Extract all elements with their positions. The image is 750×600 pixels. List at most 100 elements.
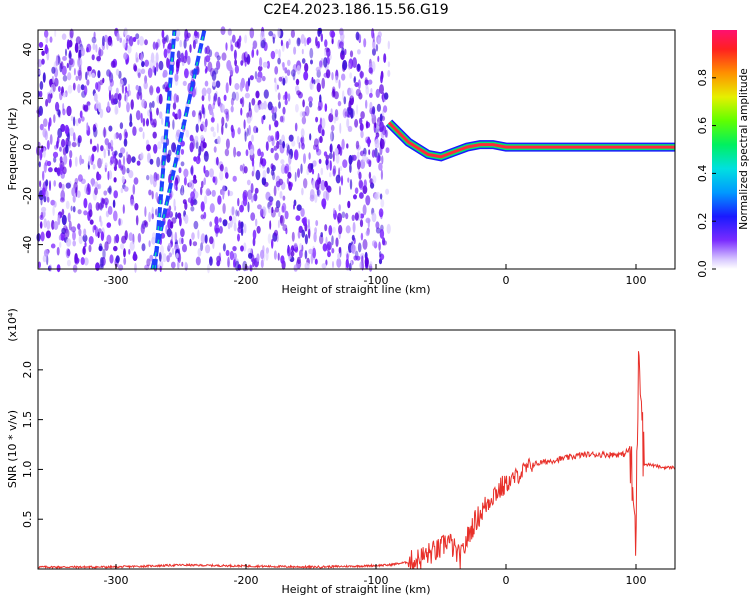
spectral-point: [221, 124, 224, 136]
spectral-point: [180, 228, 185, 238]
spectral-point: [209, 256, 213, 266]
spectral-point: [259, 30, 265, 40]
spectral-point: [52, 76, 55, 84]
colorbar-ticks: 0.0 0.2 0.4 0.6 0.8: [696, 69, 716, 278]
spectral-point: [86, 79, 90, 86]
spectral-point: [371, 212, 377, 223]
spectral-point: [249, 27, 255, 39]
spectral-point: [223, 94, 227, 102]
spectral-point: [62, 75, 68, 82]
spectral-point: [74, 42, 79, 54]
spectral-point: [92, 43, 96, 51]
spectral-point: [217, 96, 221, 107]
spectral-point: [301, 229, 306, 238]
spectral-point: [381, 155, 384, 165]
spectral-point: [97, 157, 102, 169]
spectral-point: [118, 152, 123, 158]
spectral-point: [279, 115, 284, 123]
spectral-point: [257, 65, 263, 72]
spectral-point: [72, 82, 76, 91]
spectral-point: [325, 190, 330, 201]
spectral-point: [148, 189, 152, 196]
spectral-point: [156, 86, 161, 94]
spectral-point: [203, 150, 209, 162]
spectral-point: [255, 169, 261, 181]
spectral-point: [161, 29, 165, 39]
spectral-point: [176, 50, 181, 59]
spectral-point: [171, 247, 175, 255]
spectral-point: [151, 213, 154, 220]
spectral-point: [121, 235, 127, 244]
spectrogram-y-ticks: -40 -20 0 20 40: [21, 43, 43, 254]
spectral-point: [53, 114, 56, 124]
spectral-point: [239, 204, 244, 213]
spectral-point: [338, 79, 341, 89]
spectral-point: [294, 171, 297, 182]
spectral-point: [86, 43, 92, 53]
spectral-point: [387, 70, 391, 77]
spectral-point: [152, 131, 157, 139]
spectral-point: [385, 147, 390, 154]
spectral-point: [66, 105, 72, 117]
spectral-point: [149, 102, 153, 109]
colorbar: 0.0 0.2 0.4 0.6 0.8 Normalized spectral ampl…: [696, 30, 750, 278]
spectral-point: [45, 99, 49, 107]
spectral-point: [158, 93, 163, 105]
spectral-point: [96, 56, 101, 62]
spectral-point: [40, 198, 43, 206]
spectral-point: [171, 142, 177, 153]
spectral-point: [39, 180, 42, 188]
spectral-point: [77, 223, 81, 230]
spectral-point: [103, 190, 108, 196]
spectral-point: [315, 220, 319, 227]
spectral-point: [369, 92, 373, 98]
spectral-point: [235, 209, 238, 217]
spectral-point: [195, 256, 201, 266]
spectral-point: [213, 146, 217, 153]
spectral-point: [350, 243, 356, 254]
spectral-point: [251, 258, 256, 264]
spectral-point: [174, 73, 179, 82]
spectral-point: [75, 75, 79, 82]
spectral-point: [122, 39, 127, 49]
spectral-point: [231, 215, 237, 224]
spectral-point: [246, 127, 249, 137]
spectral-point: [285, 41, 289, 49]
spectral-point: [114, 150, 118, 156]
spectral-point: [227, 189, 230, 197]
spectral-point: [273, 250, 277, 260]
spectral-point: [383, 105, 388, 113]
spectral-point: [128, 232, 133, 242]
spectral-point: [42, 254, 47, 263]
spectral-point: [317, 105, 322, 111]
spectral-point: [204, 47, 208, 54]
spectral-point: [216, 60, 221, 70]
spectral-point: [210, 126, 215, 132]
spectral-point: [50, 243, 56, 249]
spectral-point: [43, 162, 47, 173]
spectral-point: [311, 76, 314, 84]
spectral-point: [191, 110, 196, 118]
spectral-point: [142, 117, 146, 127]
spectral-point: [232, 252, 237, 260]
spectral-point: [80, 47, 85, 57]
spectral-point: [338, 247, 341, 254]
spectral-point: [69, 150, 73, 159]
spectral-point: [82, 234, 88, 243]
spectral-point: [67, 212, 71, 223]
spectral-point: [312, 247, 317, 259]
spectral-point: [93, 224, 97, 231]
spectral-point: [256, 253, 260, 262]
spectral-point: [383, 53, 387, 63]
x-tick-label: -100: [364, 574, 389, 587]
spectral-point: [99, 263, 104, 270]
spectral-point: [287, 59, 291, 67]
spectral-point: [335, 174, 341, 184]
spectral-point: [296, 135, 300, 145]
spectral-point: [202, 107, 206, 115]
spectral-point: [78, 117, 81, 124]
spectral-point: [329, 172, 332, 178]
spectral-point: [195, 156, 201, 165]
spectral-point: [232, 175, 237, 182]
spectral-point: [239, 164, 243, 172]
